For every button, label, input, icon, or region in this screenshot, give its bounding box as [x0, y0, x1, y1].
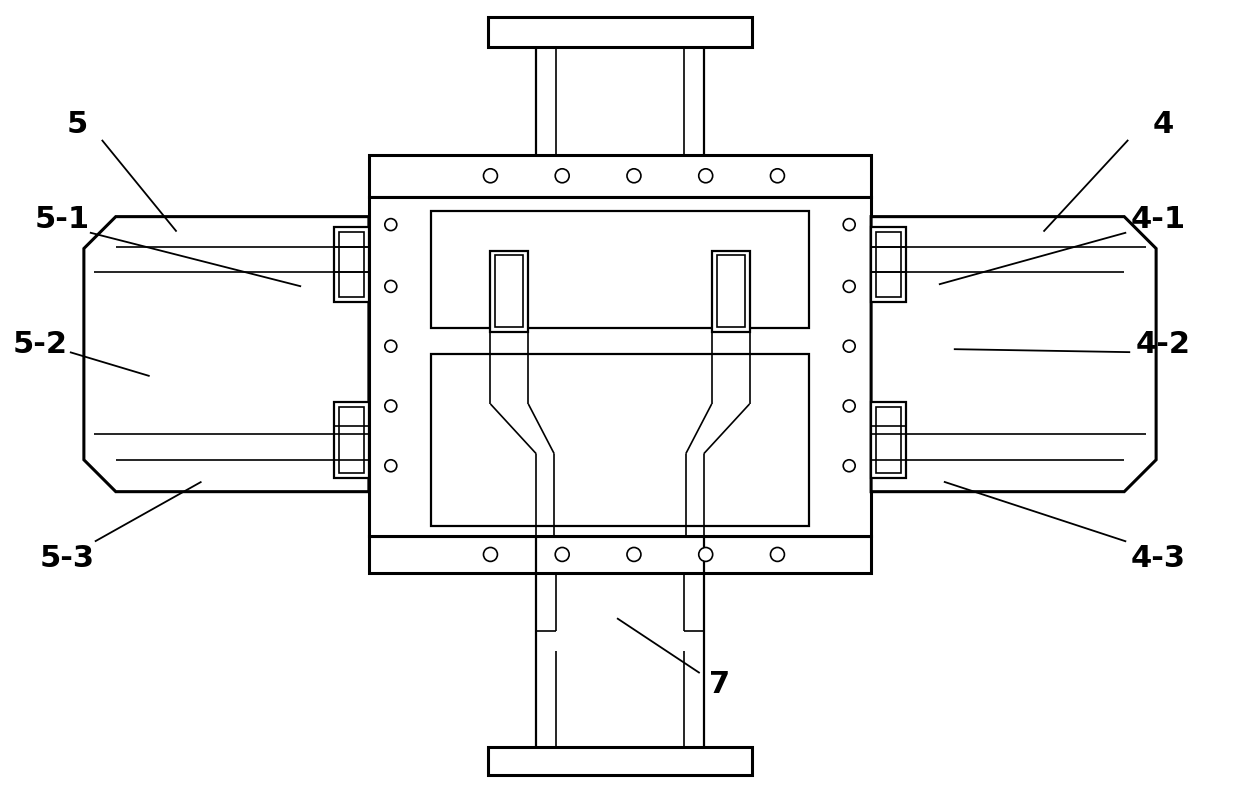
Text: 7: 7	[709, 670, 730, 700]
Circle shape	[843, 400, 856, 412]
Text: 5-2: 5-2	[12, 330, 67, 359]
Text: 4: 4	[1152, 110, 1174, 140]
Bar	[334, 402, 368, 478]
Text: 5-1: 5-1	[35, 205, 89, 234]
Circle shape	[843, 280, 856, 292]
Circle shape	[627, 169, 641, 183]
Circle shape	[770, 169, 785, 183]
Circle shape	[698, 548, 713, 561]
Bar	[430, 210, 810, 328]
Text: 4-3: 4-3	[1131, 544, 1185, 573]
Bar	[368, 197, 872, 535]
Bar	[877, 407, 901, 472]
Polygon shape	[84, 217, 368, 491]
Text: 4-1: 4-1	[1131, 205, 1185, 234]
Circle shape	[556, 169, 569, 183]
Bar	[712, 251, 749, 332]
Text: 5-3: 5-3	[40, 544, 94, 573]
Bar	[334, 226, 368, 303]
Circle shape	[843, 340, 856, 353]
Bar	[489, 17, 751, 47]
Circle shape	[627, 548, 641, 561]
Circle shape	[484, 548, 497, 561]
Circle shape	[384, 280, 397, 292]
Circle shape	[384, 460, 397, 472]
Text: 5: 5	[66, 110, 88, 140]
Polygon shape	[872, 217, 1156, 491]
Circle shape	[484, 169, 497, 183]
Circle shape	[384, 218, 397, 230]
Circle shape	[556, 548, 569, 561]
Bar	[339, 407, 363, 472]
Bar	[430, 354, 810, 526]
Circle shape	[770, 548, 785, 561]
Circle shape	[698, 169, 713, 183]
Text: 4-2: 4-2	[1136, 330, 1190, 359]
Bar	[872, 226, 906, 303]
Bar	[339, 232, 363, 297]
Bar	[496, 256, 523, 327]
Bar	[368, 535, 872, 573]
Bar	[877, 232, 901, 297]
Circle shape	[843, 460, 856, 472]
Circle shape	[384, 400, 397, 412]
Bar	[489, 747, 751, 775]
Bar	[368, 155, 872, 197]
Circle shape	[843, 218, 856, 230]
Bar	[491, 251, 528, 332]
Bar	[872, 402, 906, 478]
Circle shape	[384, 340, 397, 353]
Bar	[717, 256, 744, 327]
